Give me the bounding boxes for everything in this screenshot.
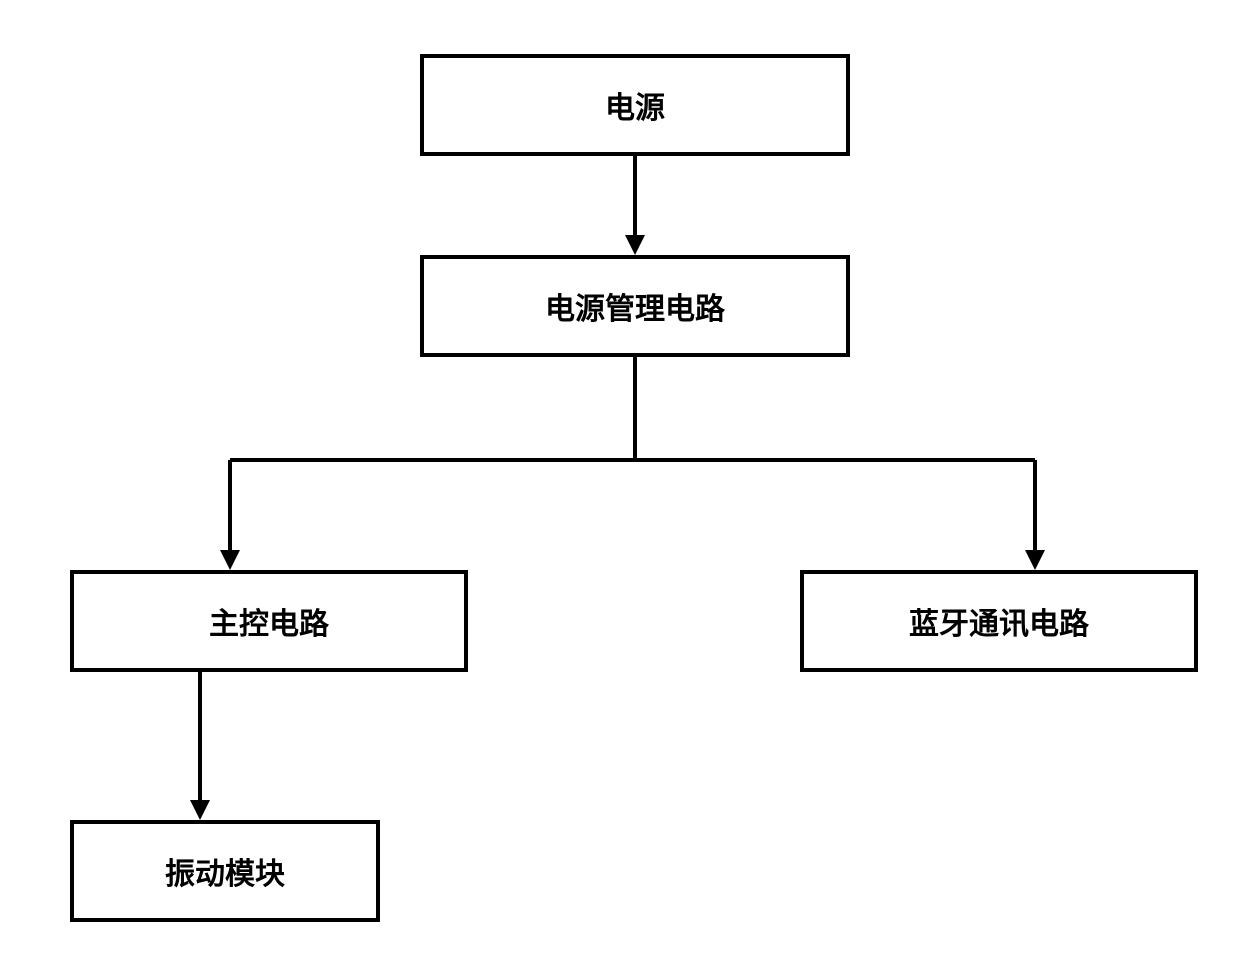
edge-mcu-vib: [0, 0, 1240, 966]
flowchart-diagram: 电源 电源管理电路 主控电路 蓝牙通讯电路 振动模块: [0, 0, 1240, 966]
